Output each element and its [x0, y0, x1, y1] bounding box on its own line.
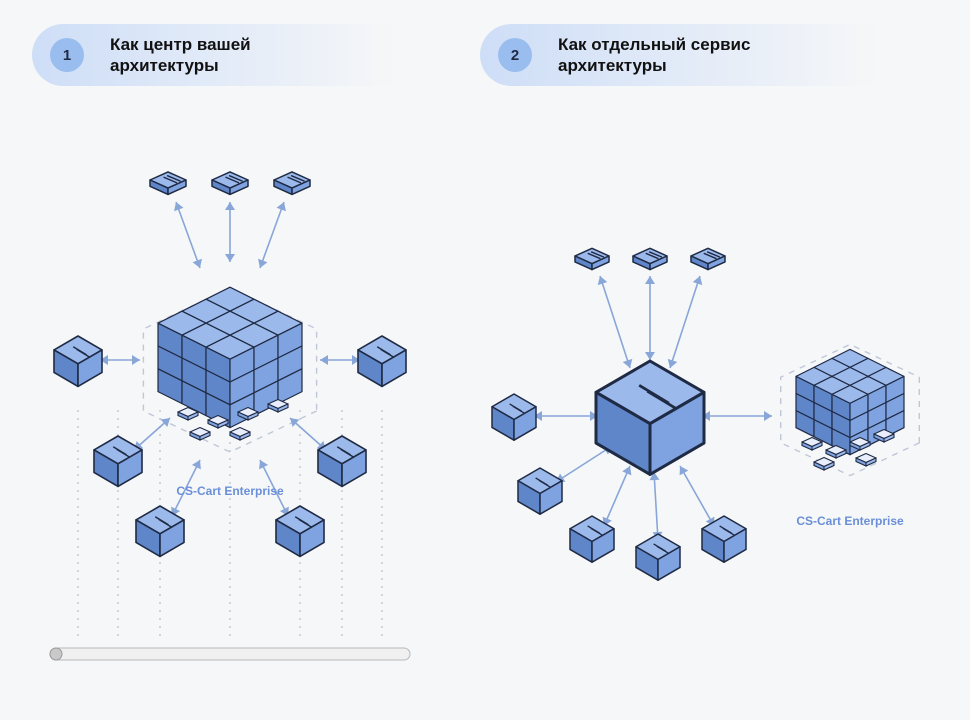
double-arrow: [290, 418, 326, 450]
pipe-icon: [50, 648, 410, 660]
header-badge-1: 1: [50, 38, 84, 72]
central-cube-icon: [596, 361, 704, 474]
diagram-1: [30, 160, 430, 690]
package-icon: [633, 248, 667, 269]
double-arrow: [534, 411, 598, 421]
double-arrow: [258, 202, 286, 268]
header-pill-1: 1 Как центр вашейархитектуры: [32, 24, 437, 86]
header-title-1: Как центр вашейархитектуры: [110, 34, 251, 77]
node-cube-icon: [518, 468, 562, 514]
header-badge-2: 2: [498, 38, 532, 72]
double-arrow: [225, 202, 235, 262]
node-cube-icon: [492, 394, 536, 440]
double-arrow: [598, 276, 633, 368]
node-cube-icon: [276, 506, 324, 556]
package-icon: [212, 172, 248, 195]
package-icon: [150, 172, 186, 195]
double-arrow: [680, 466, 715, 526]
diagram-2: [470, 220, 950, 640]
product-label-2: CS-Cart Enterprise: [780, 514, 920, 528]
product-label-1: CS-Cart Enterprise: [160, 484, 300, 498]
double-arrow: [174, 202, 202, 268]
double-arrow: [320, 355, 360, 365]
node-cube-icon: [136, 506, 184, 556]
package-icon: [575, 248, 609, 269]
package-icon: [691, 248, 725, 269]
double-arrow: [668, 276, 703, 368]
header-title-2: Как отдельный сервисархитектуры: [558, 34, 750, 77]
node-cube-icon: [54, 336, 102, 386]
chip-icon: [230, 428, 250, 441]
double-arrow: [134, 418, 170, 450]
node-cube-icon: [318, 436, 366, 486]
double-arrow: [603, 466, 632, 526]
double-arrow: [645, 276, 655, 360]
double-arrow: [100, 355, 140, 365]
double-arrow: [556, 446, 612, 482]
double-arrow: [649, 472, 662, 540]
double-arrow: [702, 411, 772, 421]
node-cube-icon: [358, 336, 406, 386]
chip-icon: [190, 428, 210, 441]
header-pill-2: 2 Как отдельный сервисархитектуры: [480, 24, 925, 86]
package-icon: [274, 172, 310, 195]
node-cube-icon: [94, 436, 142, 486]
node-cube-icon: [636, 534, 680, 580]
